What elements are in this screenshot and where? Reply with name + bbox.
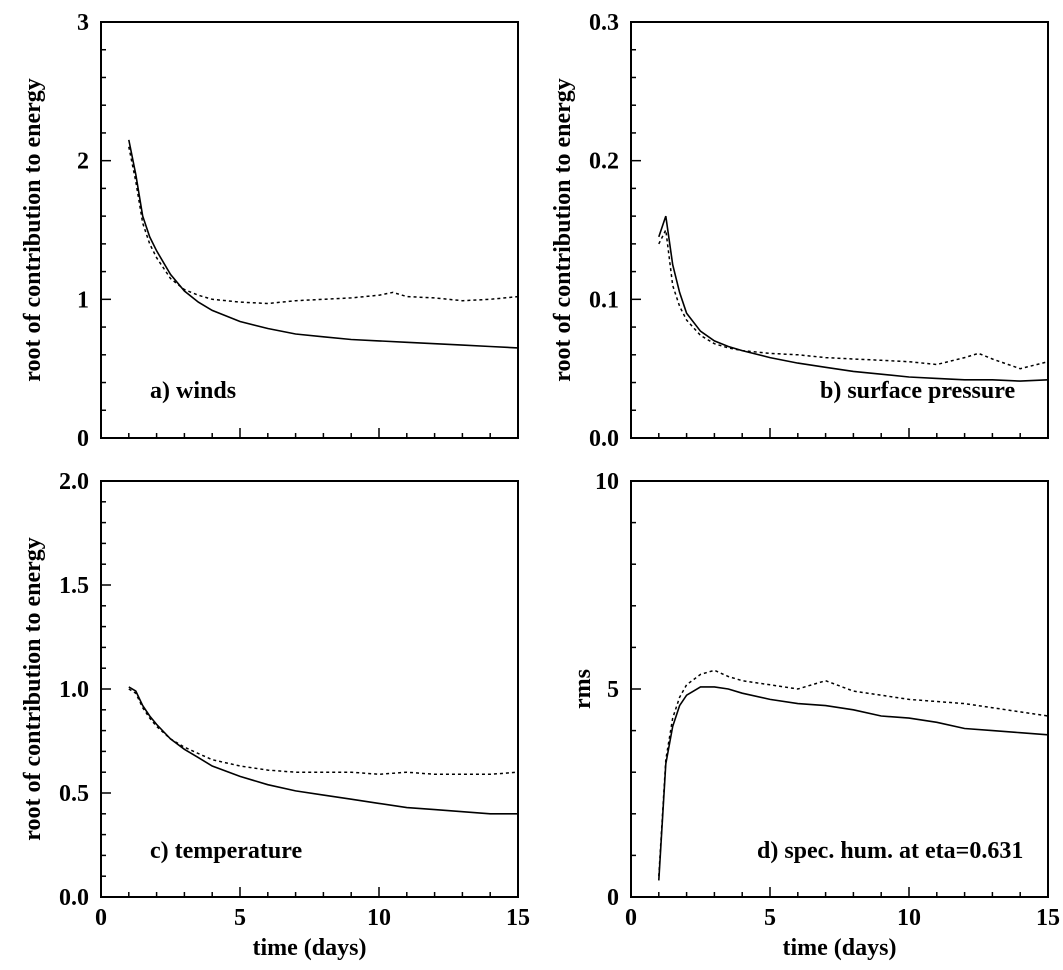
panel-d-xtick-label: 10: [897, 905, 921, 931]
panel-c-xtick-label: 15: [506, 905, 530, 931]
panel-a-ytick-label: 1: [77, 287, 89, 313]
panel-c-label: c) temperature: [150, 838, 302, 864]
panel-d-series-solid-line: [658, 686, 1049, 881]
panel-a-series-dotted-line: [128, 146, 519, 305]
panel-c-xlabel: time (days): [253, 935, 367, 961]
panel-d-label: d) spec. hum. at eta=0.631: [757, 838, 1023, 864]
panel-d-xtick-label: 15: [1036, 905, 1060, 931]
panel-c-ytick-label: 1.5: [59, 573, 89, 599]
panel-a-ylabel: root of contribution to energy: [20, 78, 46, 382]
panel-d-ytick-label: 0: [607, 885, 619, 911]
panel-c-series-solid-line: [128, 686, 518, 815]
panel-d-xlabel: time (days): [783, 935, 897, 961]
panel-a-frame: [100, 21, 519, 439]
panel-d-xtick-label: 5: [764, 905, 776, 931]
panel-a-series-solid-line: [128, 139, 519, 349]
panel-a-ytick-label: 0: [77, 426, 89, 452]
panel-b-frame: [630, 21, 1049, 439]
panel-c-ytick-label: 1.0: [59, 677, 89, 703]
panel-b-ytick-label: 0.3: [589, 10, 619, 36]
panel-a-ytick-label: 2: [77, 149, 89, 175]
panel-c-ytick-label: 2.0: [59, 469, 89, 495]
panel-c-xtick-label: 0: [95, 905, 107, 931]
panel-a-label: a) winds: [150, 378, 236, 404]
panel-b-ytick-label: 0.0: [589, 426, 619, 452]
panel-c-ylabel: root of contribution to energy: [20, 537, 46, 841]
panel-c-series-dotted-line: [128, 688, 519, 776]
panel-c-ytick-label: 0.5: [59, 781, 89, 807]
panel-b-label: b) surface pressure: [820, 378, 1015, 404]
panel-c-ytick-label: 0.0: [59, 885, 89, 911]
panel-a-ytick-label: 3: [77, 10, 89, 36]
panel-d-frame: [630, 480, 1049, 898]
panel-c-xtick-label: 10: [367, 905, 391, 931]
panel-d-ytick-label: 10: [595, 469, 619, 495]
panel-b-ytick-label: 0.1: [589, 287, 619, 313]
panel-c-xtick-label: 5: [234, 905, 246, 931]
panel-d-xtick-label: 0: [625, 905, 637, 931]
panel-b-series-solid-line: [658, 215, 1049, 382]
panel-c-frame: [100, 480, 519, 898]
panel-d-ylabel: rms: [570, 669, 596, 709]
panel-d-ytick-label: 5: [607, 677, 619, 703]
panel-b-ytick-label: 0.2: [589, 149, 619, 175]
panel-b-ylabel: root of contribution to energy: [550, 78, 576, 382]
panel-b-series-dotted-line: [658, 227, 1049, 370]
